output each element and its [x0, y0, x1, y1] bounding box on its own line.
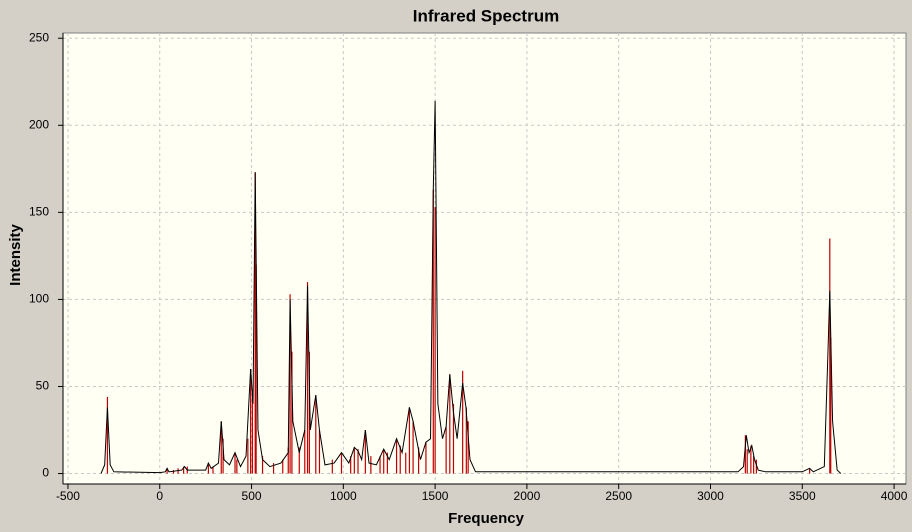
y-tick-label: 50	[36, 379, 50, 393]
x-tick-label: 4000	[881, 489, 908, 503]
chart-title: Infrared Spectrum	[413, 6, 559, 25]
spectrum-line	[100, 100, 842, 474]
y-tick-label: 250	[29, 30, 49, 44]
y-tick-label: 150	[29, 205, 49, 219]
x-tick-label: -500	[56, 489, 80, 503]
y-tick-label: 100	[29, 292, 49, 306]
plot-area	[62, 32, 907, 485]
x-tick-label: 1500	[422, 489, 449, 503]
y-axis-label: Intensity	[7, 224, 24, 286]
x-tick-label: 2000	[514, 489, 541, 503]
x-tick-label: 0	[156, 489, 163, 503]
x-axis-label: Frequency	[448, 510, 525, 527]
x-tick-label: 500	[242, 489, 262, 503]
x-tick-label: 3500	[789, 489, 816, 503]
x-tick-label: 3000	[697, 489, 724, 503]
y-tick-label: 200	[29, 117, 49, 131]
x-tick-label: 2500	[605, 489, 632, 503]
y-tick-label: 0	[42, 466, 49, 480]
x-tick-label: 1000	[330, 489, 357, 503]
